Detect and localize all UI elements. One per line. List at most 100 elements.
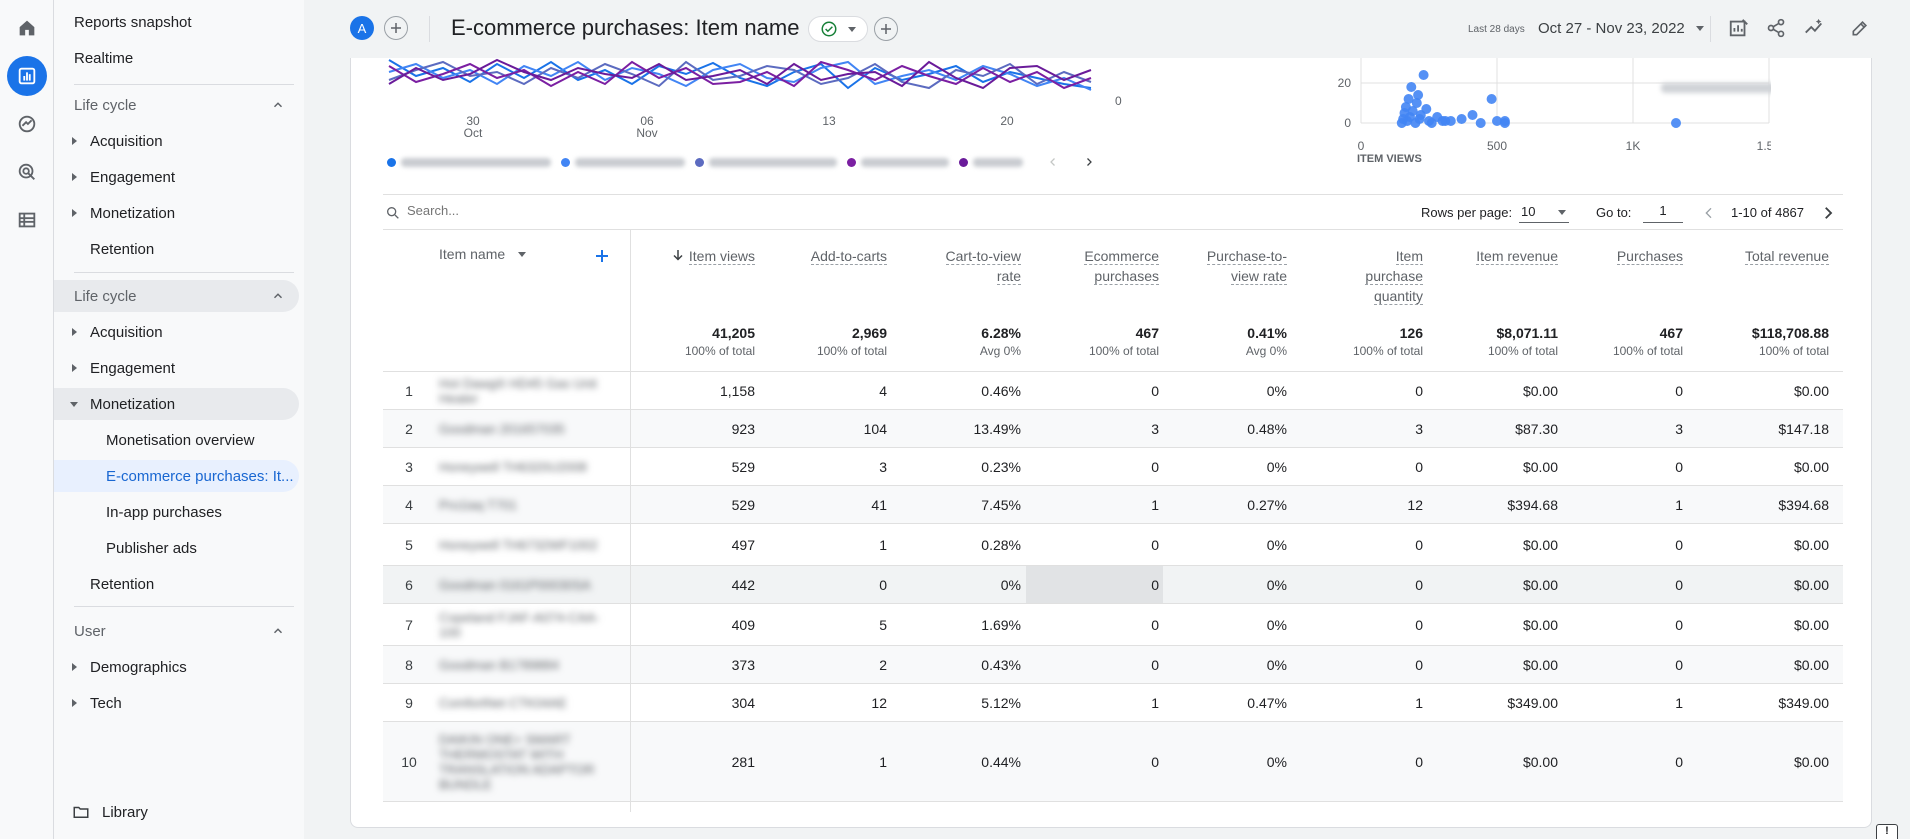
scatter-point[interactable] xyxy=(1467,110,1478,120)
add-dimension-icon[interactable] xyxy=(595,249,609,263)
scatter-x-tick: 1K xyxy=(1626,139,1641,153)
nav-section-lifecycle-1[interactable]: Life cycle xyxy=(54,89,299,121)
item-name-cell[interactable]: Honeywell TH6732WF1002 xyxy=(439,537,598,552)
scatter-point[interactable] xyxy=(1406,82,1417,92)
scatter-point[interactable] xyxy=(1445,116,1456,126)
chevron-left-icon[interactable] xyxy=(1701,205,1717,221)
nav-retention-1[interactable]: Retention xyxy=(90,240,155,258)
item-name-cell[interactable]: Goodman 0161P00030SA xyxy=(439,577,591,592)
item-name-cell[interactable]: Goodman 201657035 xyxy=(439,421,565,436)
table-row[interactable]: 1 Hot Dawg® HD45 Gas Unit Heater 1,158 4 0.4… xyxy=(383,372,1843,410)
scatter-point[interactable] xyxy=(1421,104,1432,114)
nav-demographics[interactable]: Demographics xyxy=(66,651,187,683)
table-row[interactable]: 2 Goodman 201657035 923 104 13.49% 3 0.48% 3 $87… xyxy=(383,410,1843,448)
legend-item[interactable] xyxy=(561,157,685,167)
table-row[interactable]: 6 Goodman 0161P00030SA 442 0 0% 0 0% 0 $0.00 0 $0.… xyxy=(383,566,1843,604)
reports-icon[interactable] xyxy=(7,56,47,96)
goto-page-input[interactable]: 1 xyxy=(1643,201,1683,223)
scatter-point[interactable] xyxy=(1486,94,1497,104)
table-row[interactable]: 7 Copeland FJAF-A074-CAA-100 409 5 1.69% 0 0% 0… xyxy=(383,604,1843,646)
metric-cell: $0.00 xyxy=(1522,656,1558,673)
nav-ecommerce-purchases[interactable]: E-commerce purchases: It... xyxy=(54,460,299,492)
scatter-point[interactable] xyxy=(1407,106,1418,116)
customize-report-icon[interactable] xyxy=(1727,16,1751,40)
legend-item[interactable] xyxy=(387,157,551,167)
metric-cell: 12 xyxy=(1407,496,1423,513)
nav-section-lifecycle-2[interactable]: Life cycle xyxy=(54,280,299,312)
nav-realtime[interactable]: Realtime xyxy=(74,49,134,67)
nav-acquisition-1[interactable]: Acquisition xyxy=(66,125,163,157)
rows-per-page-select[interactable]: 10 xyxy=(1519,201,1569,223)
home-icon[interactable] xyxy=(7,8,47,48)
nav-monetization-2[interactable]: Monetization xyxy=(54,388,299,420)
column-header[interactable]: Item revenue xyxy=(1438,246,1558,266)
nav-monetization-1[interactable]: Monetization xyxy=(66,197,175,229)
legend-item[interactable] xyxy=(959,157,1023,167)
nav-in-app-purchases[interactable]: In-app purchases xyxy=(106,503,222,521)
edit-icon[interactable] xyxy=(1848,16,1872,40)
nav-retention-2[interactable]: Retention xyxy=(90,575,155,593)
column-header[interactable]: Item views xyxy=(635,246,755,266)
legend-item[interactable] xyxy=(847,157,949,167)
nav-acquisition-2[interactable]: Acquisition xyxy=(66,316,163,348)
scatter-point[interactable] xyxy=(1403,94,1414,104)
advertising-icon[interactable] xyxy=(7,152,47,192)
table-row[interactable]: 8 Goodman B1789884 373 2 0.43% 0 0% 0 $0.00 0 $0.0… xyxy=(383,646,1843,684)
line-chart-x-tick-month: Nov xyxy=(636,126,657,140)
nav-publisher-ads[interactable]: Publisher ads xyxy=(106,539,197,557)
scatter-point[interactable] xyxy=(1671,118,1681,128)
nav-section-user[interactable]: User xyxy=(54,615,299,647)
table-row[interactable]: 9 ComfortNet CTK04AE 304 12 5.12% 1 0.47% 1 $349… xyxy=(383,684,1843,722)
column-header[interactable]: Cart-to-view rate xyxy=(901,246,1021,286)
dimension-select[interactable]: Item name xyxy=(439,246,527,262)
table-row[interactable]: 10 DAIKIN ONE+ SMART THERMOSTAT WITH TRAN… xyxy=(383,722,1843,802)
chevron-left-icon[interactable] xyxy=(1047,156,1059,168)
column-header[interactable]: Purchase-to-view rate xyxy=(1167,246,1287,286)
scatter-point[interactable] xyxy=(1418,70,1429,80)
report-status-chip[interactable] xyxy=(808,16,868,42)
explore-icon[interactable] xyxy=(7,104,47,144)
scatter-point[interactable] xyxy=(1411,98,1422,108)
add-filter-button[interactable] xyxy=(874,17,898,41)
nav-engagement-2[interactable]: Engagement xyxy=(66,352,175,384)
share-icon[interactable] xyxy=(1764,16,1788,40)
table-row[interactable]: 5 Honeywell TH6732WF1002 497 1 0.28% 0 0% 0 $0.0… xyxy=(383,524,1843,566)
nav-engagement-1[interactable]: Engagement xyxy=(66,161,175,193)
column-header[interactable]: Add-to-carts xyxy=(777,246,887,266)
item-name-cell[interactable]: DAIKIN ONE+ SMART THERMOSTAT WITH TRANSL… xyxy=(439,731,595,792)
item-name-cell[interactable]: ComfortNet CTK04AE xyxy=(439,695,567,710)
chevron-right-icon[interactable] xyxy=(1083,156,1095,168)
nav-library[interactable]: Library xyxy=(72,796,148,828)
configure-icon[interactable] xyxy=(7,200,47,240)
nav-reports-snapshot[interactable]: Reports snapshot xyxy=(74,13,192,31)
search-input[interactable] xyxy=(407,203,707,218)
comparison-avatar[interactable]: A xyxy=(350,16,374,40)
insights-icon[interactable] xyxy=(1802,16,1826,40)
item-name-cell[interactable]: Honeywell TH6320U2008 xyxy=(439,459,587,474)
nav-monetisation-overview[interactable]: Monetisation overview xyxy=(106,431,255,449)
item-name-cell[interactable]: Copeland FJAF-A074-CAA-100 xyxy=(439,609,600,640)
scatter-point[interactable] xyxy=(1413,90,1424,100)
legend-item[interactable] xyxy=(695,157,837,167)
scatter-point[interactable] xyxy=(1492,116,1502,126)
scatter-point[interactable] xyxy=(1475,118,1486,128)
row-index: 4 xyxy=(405,496,413,513)
metric-cell: 529 xyxy=(731,458,755,475)
table-row[interactable]: 4 Pro1iaq T701 529 41 7.45% 1 0.27% 12 $394.68 1 $… xyxy=(383,486,1843,524)
nav-tech[interactable]: Tech xyxy=(66,687,122,719)
column-header[interactable]: Item purchase quantity xyxy=(1303,246,1423,306)
add-comparison-button[interactable] xyxy=(384,16,408,40)
item-name-cell[interactable]: Goodman B1789884 xyxy=(439,657,559,672)
item-name-cell[interactable]: Pro1iaq T701 xyxy=(439,497,517,512)
column-header[interactable]: Total revenue xyxy=(1689,246,1829,266)
chevron-right-icon[interactable] xyxy=(1819,204,1837,222)
item-name-cell[interactable]: Hot Dawg® HD45 Gas Unit Heater xyxy=(439,375,597,406)
column-header[interactable]: Purchases xyxy=(1573,246,1683,266)
feedback-icon[interactable]: ! xyxy=(1876,824,1898,839)
date-range-picker[interactable]: Oct 27 - Nov 23, 2022 xyxy=(1538,20,1705,37)
scatter-point[interactable] xyxy=(1456,114,1467,124)
scatter-point[interactable] xyxy=(1499,116,1510,126)
table-row[interactable]: 3 Honeywell TH6320U2008 529 3 0.23% 0 0% 0 $0.00… xyxy=(383,448,1843,486)
column-header[interactable]: Ecommerce purchases xyxy=(1049,246,1159,286)
metric-cell: 3 xyxy=(1675,420,1683,437)
